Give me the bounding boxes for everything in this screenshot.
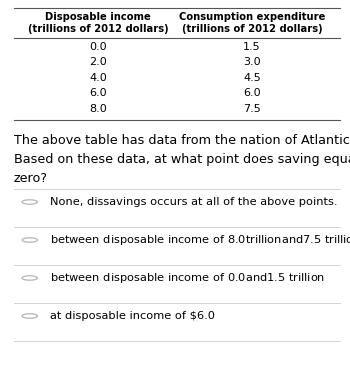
- Text: 4.5: 4.5: [243, 73, 261, 82]
- Text: 6.0: 6.0: [243, 88, 261, 98]
- Text: between disposable income of $0.0 and $1.5 trillion: between disposable income of $0.0 and $1…: [50, 271, 325, 285]
- Text: at disposable income of $6.0: at disposable income of $6.0: [50, 311, 215, 321]
- Text: 0.0: 0.0: [89, 42, 107, 51]
- Text: Disposable income: Disposable income: [45, 12, 151, 22]
- Text: Based on these data, at what point does saving equal: Based on these data, at what point does …: [14, 153, 350, 166]
- Text: 4.0: 4.0: [89, 73, 107, 82]
- Text: zero?: zero?: [14, 172, 48, 185]
- Text: 3.0: 3.0: [243, 57, 261, 67]
- Text: None, dissavings occurs at all of the above points.: None, dissavings occurs at all of the ab…: [50, 197, 337, 207]
- Text: Consumption expenditure: Consumption expenditure: [179, 12, 325, 22]
- Text: (trillions of 2012 dollars): (trillions of 2012 dollars): [28, 23, 168, 34]
- Text: 2.0: 2.0: [89, 57, 107, 67]
- Text: 7.5: 7.5: [243, 104, 261, 114]
- Text: 8.0: 8.0: [89, 104, 107, 114]
- Text: (trillions of 2012 dollars): (trillions of 2012 dollars): [182, 23, 322, 34]
- Text: 6.0: 6.0: [89, 88, 107, 98]
- Text: 1.5: 1.5: [243, 42, 261, 51]
- Text: The above table has data from the nation of Atlantica.: The above table has data from the nation…: [14, 134, 350, 147]
- Text: between disposable income of $8.0 trillion and $7.5 trillion: between disposable income of $8.0 trilli…: [50, 233, 350, 247]
